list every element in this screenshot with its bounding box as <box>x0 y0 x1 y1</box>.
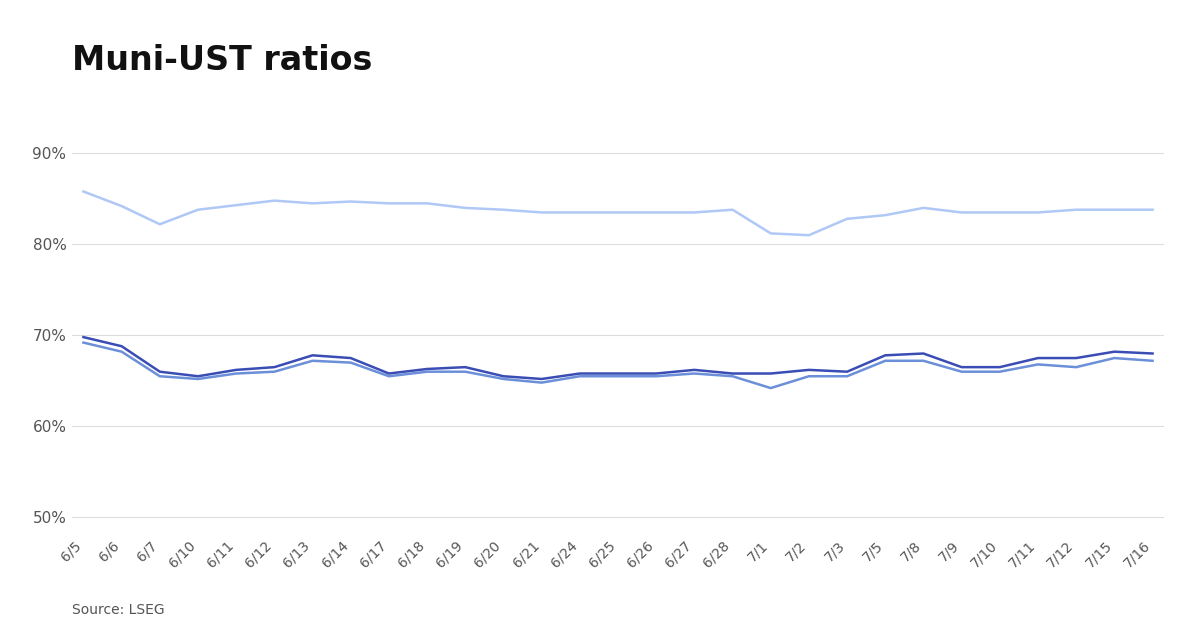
Text: Muni-UST ratios: Muni-UST ratios <box>72 44 372 77</box>
Text: Source: LSEG: Source: LSEG <box>72 604 164 617</box>
